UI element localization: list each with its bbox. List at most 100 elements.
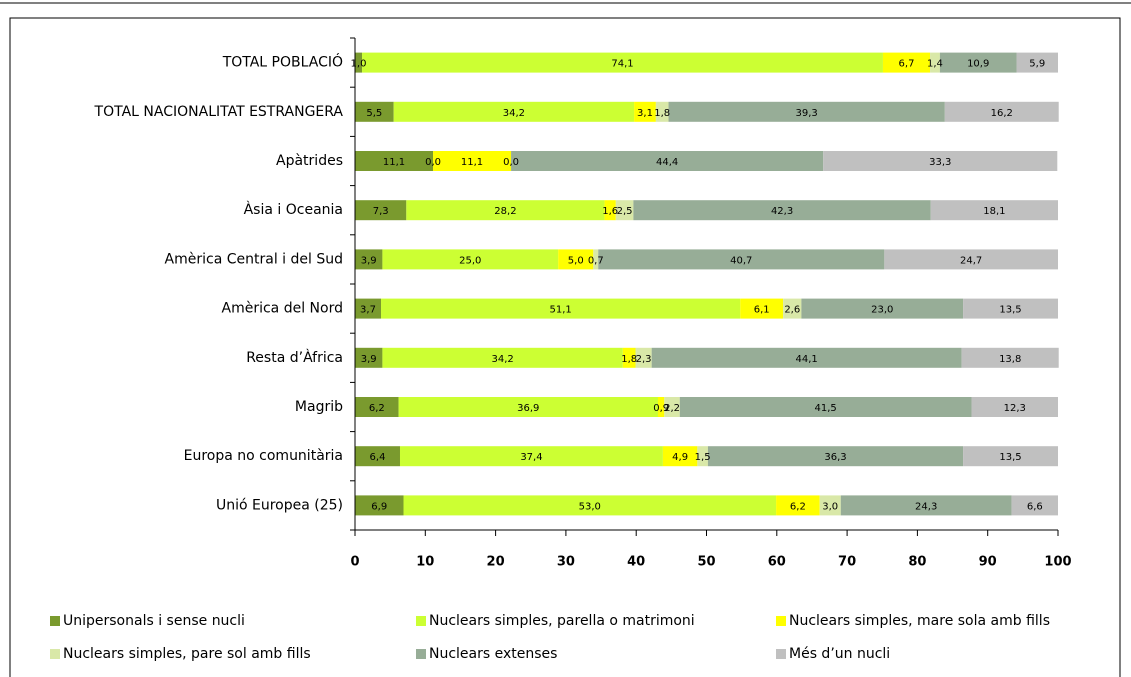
value-label: 2,3 [636, 354, 652, 365]
bar-segment [593, 249, 599, 270]
legend-swatch [776, 616, 786, 626]
bar-segment [939, 52, 1017, 73]
value-label: 36,3 [824, 452, 846, 463]
value-label: 33,3 [929, 157, 951, 168]
bar-segment [382, 347, 623, 368]
value-label: 2,5 [617, 206, 633, 217]
value-label: 24,7 [960, 255, 982, 266]
value-label: 13,8 [999, 354, 1021, 365]
value-label: 6,2 [369, 403, 385, 414]
bar-segment [819, 495, 841, 516]
bar-segment [355, 52, 363, 73]
value-label: 3,9 [361, 255, 377, 266]
legend-label: Nuclears simples, parella o matrimoni [429, 613, 695, 629]
bar-segment [398, 397, 658, 417]
value-label: 5,9 [1029, 59, 1045, 70]
bar-segment [707, 446, 964, 467]
category-label: Europa no comunitària [184, 448, 343, 464]
bar-segment [399, 446, 663, 467]
legend-label: Nuclears extenses [429, 646, 557, 662]
bar-segment [679, 397, 972, 417]
x-tick-label: 0 [350, 555, 359, 570]
x-tick-label: 30 [557, 555, 575, 570]
bar-segment [362, 52, 883, 73]
value-label: 11,1 [383, 157, 405, 168]
value-label: 5,0 [568, 255, 584, 266]
value-label: 13,5 [999, 305, 1021, 316]
bar-segment [668, 101, 945, 122]
category-label: Apàtrides [276, 153, 343, 169]
bar-segment [776, 495, 820, 516]
bar-segment [697, 446, 708, 467]
bar-segment [944, 101, 1059, 122]
value-label: 1,8 [654, 108, 670, 119]
bar-segment [604, 200, 616, 221]
value-label: 34,2 [491, 354, 513, 365]
bar-segment [355, 495, 404, 516]
bar-segment [884, 249, 1058, 270]
value-label: 3,7 [360, 305, 376, 316]
x-tick-label: 70 [838, 555, 856, 570]
value-label: 74,1 [611, 59, 633, 70]
category-label: Àsia i Oceania [244, 201, 343, 218]
bar-segment [355, 151, 434, 171]
frame [9, 17, 1121, 677]
bar-segment [393, 101, 635, 122]
bar-segment [655, 101, 669, 122]
x-tick-label: 80 [908, 555, 926, 570]
bar-segment [930, 200, 1058, 221]
value-label: 0,7 [588, 255, 604, 266]
value-label: 12,3 [1004, 403, 1026, 414]
bar-segment [355, 298, 382, 319]
value-label: 23,0 [871, 305, 893, 316]
bar-segment [635, 347, 652, 368]
bar-segment [511, 151, 824, 171]
value-label: 18,1 [983, 206, 1005, 217]
category-label: Resta d’Àfrica [246, 349, 343, 366]
value-label: 16,2 [991, 108, 1013, 119]
bar-segment [651, 347, 962, 368]
x-tick-label: 100 [1044, 555, 1071, 570]
x-tick-label: 40 [627, 555, 645, 570]
value-label: 41,5 [815, 403, 837, 414]
legend-swatch [416, 649, 426, 659]
bar-segment [355, 249, 383, 270]
bar-segment [1011, 495, 1058, 516]
value-label: 6,1 [754, 305, 770, 316]
bar-segment [403, 495, 777, 516]
bar-segment [355, 200, 407, 221]
value-label: 6,4 [370, 452, 386, 463]
value-label: 39,3 [796, 108, 818, 119]
value-label: 10,9 [967, 59, 989, 70]
category-label: Unió Europea (25) [216, 497, 343, 513]
value-label: 44,1 [796, 354, 818, 365]
legend-swatch [50, 616, 60, 626]
value-label: 3,1 [637, 108, 653, 119]
bar-segment [381, 298, 741, 319]
value-label: 6,7 [899, 59, 915, 70]
value-label: 3,9 [361, 354, 377, 365]
bar-segment [971, 397, 1058, 417]
bar-segment [355, 446, 400, 467]
bar-segment [963, 298, 1058, 319]
legend-label: Nuclears simples, mare sola amb fills [789, 613, 1050, 629]
bar-segment [740, 298, 784, 319]
x-tick-label: 20 [487, 555, 505, 570]
value-label: 5,5 [366, 108, 382, 119]
value-label: 44,4 [656, 157, 678, 168]
bar-segment [355, 347, 383, 368]
legend-swatch [776, 649, 786, 659]
x-tick-label: 10 [416, 555, 434, 570]
bar-segment [1016, 52, 1058, 73]
bar-segment [657, 397, 665, 417]
bar-segment [622, 347, 636, 368]
category-label: Magrib [295, 399, 343, 415]
bar-segment [558, 249, 594, 270]
bar-segment [963, 446, 1058, 467]
bar-segment [662, 446, 698, 467]
value-label: 6,9 [371, 501, 387, 512]
value-label: 25,0 [459, 255, 481, 266]
bar-segment [382, 249, 559, 270]
value-label: 11,1 [461, 157, 483, 168]
